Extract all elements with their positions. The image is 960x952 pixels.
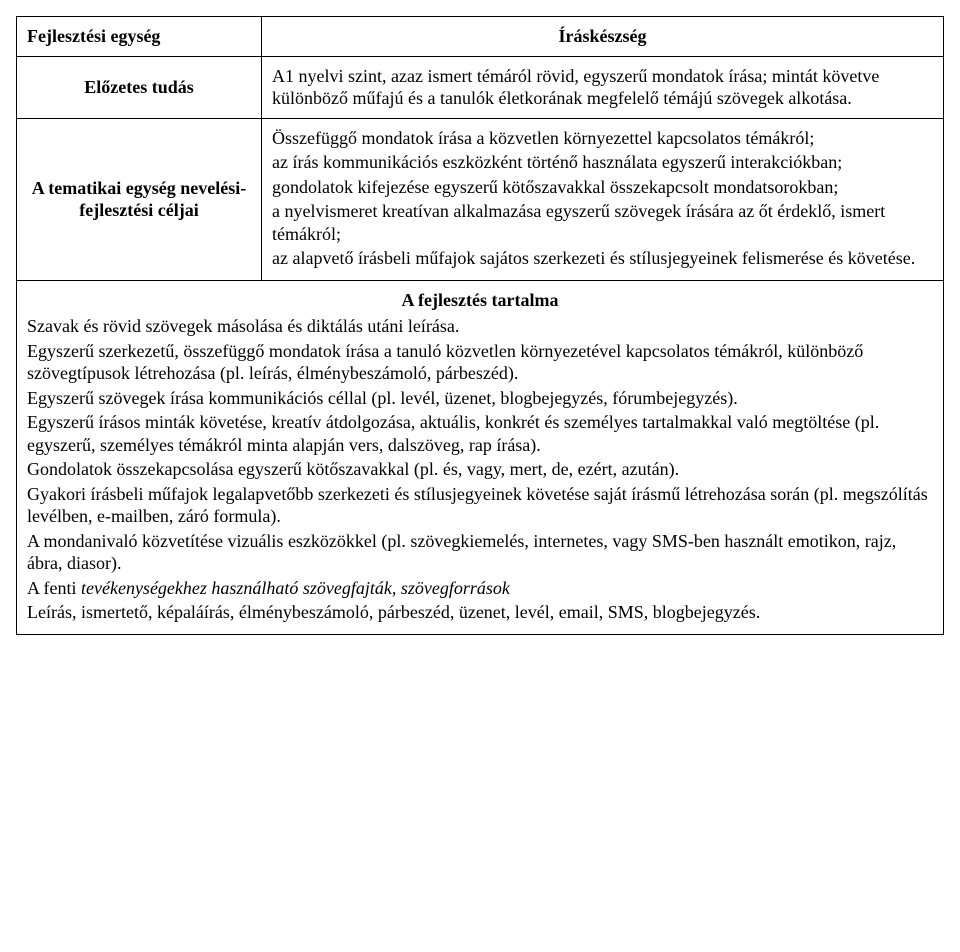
row-prior-knowledge: Előzetes tudás A1 nyelvi szint, azaz ism… [17,57,943,119]
content-p2: Egyszerű szerkezetű, összefüggő mondatok… [27,340,933,385]
row-content: A fejlesztés tartalma Szavak és rövid sz… [17,281,943,634]
value-prior-knowledge: A1 nyelvi szint, azaz ismert témáról röv… [262,57,943,118]
goal-item-3: gondolatok kifejezése egyszerű kötőszava… [272,176,933,199]
content-p1: Szavak és rövid szövegek másolása és dik… [27,315,933,338]
goal-item-4: a nyelvismeret kreatívan alkalmazása egy… [272,200,933,245]
content-p9: Leírás, ismertető, képaláírás, élménybes… [27,601,933,624]
content-p5: Gondolatok összekapcsolása egyszerű kötő… [27,458,933,481]
goal-item-5: az alapvető írásbeli műfajok sajátos sze… [272,247,933,270]
content-p6: Gyakori írásbeli műfajok legalapvetőbb s… [27,483,933,528]
curriculum-table: Fejlesztési egység Íráskészség Előzetes … [16,16,944,635]
content-p3: Egyszerű szövegek írása kommunikációs cé… [27,387,933,410]
value-unit: Íráskészség [262,17,943,56]
value-goals: Összefüggő mondatok írása a közvetlen kö… [262,119,943,280]
content-p8-italic: tevékenységekhez használható szövegfajtá… [81,578,510,598]
content-p8-prefix: A fenti [27,578,81,598]
content-body: A fejlesztés tartalma Szavak és rövid sz… [17,281,943,634]
content-p4: Egyszerű írásos minták követése, kreatív… [27,411,933,456]
row-goals: A tematikai egység nevelési-fejlesztési … [17,119,943,281]
label-goals: A tematikai egység nevelési-fejlesztési … [17,119,262,280]
goal-item-2: az írás kommunikációs eszközként történő… [272,151,933,174]
row-unit: Fejlesztési egység Íráskészség [17,17,943,57]
content-p7: A mondanivaló közvetítése vizuális eszkö… [27,530,933,575]
content-header: A fejlesztés tartalma [27,289,933,316]
label-prior-knowledge: Előzetes tudás [17,57,262,118]
goal-item-1: Összefüggő mondatok írása a közvetlen kö… [272,127,933,150]
content-p8: A fenti tevékenységekhez használható szö… [27,577,933,600]
label-unit: Fejlesztési egység [17,17,262,56]
